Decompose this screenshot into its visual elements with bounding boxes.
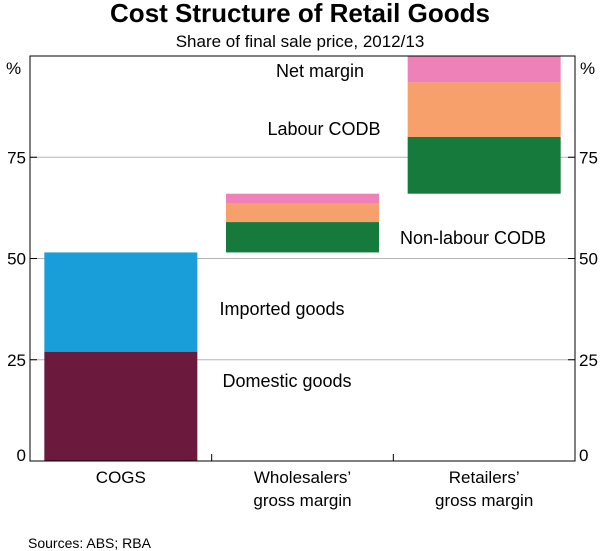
annotation-imported-goods: Imported goods	[219, 299, 344, 319]
bar-layer	[44, 56, 561, 461]
annotation-labour-codb: Labour CODB	[267, 119, 380, 139]
chart-title: Cost Structure of Retail Goods	[110, 0, 490, 28]
category-layer: COGS Wholesalers’ gross margin Retailers’ gr…	[96, 454, 533, 510]
category-label: gross margin	[253, 491, 351, 510]
y-unit-left: %	[6, 59, 21, 78]
ytick-right-25: 25	[579, 351, 598, 370]
bar-segment-domestic-goods	[44, 351, 198, 461]
bar-segment-non-labour-codb	[407, 137, 561, 194]
bar-segment-net-margin	[226, 193, 379, 204]
ytick-right-75: 75	[579, 148, 598, 167]
bar-segment-labour-codb	[226, 203, 379, 223]
tick-layer: 0 0 25 25 50 50 75 75	[7, 148, 598, 465]
ytick-left-75: 75	[7, 148, 26, 167]
category-label: Wholesalers’	[254, 468, 351, 487]
bar-segment-non-labour-codb	[226, 222, 379, 253]
chart-subtitle: Share of final sale price, 2012/13	[176, 32, 425, 51]
annotation-domestic-goods: Domestic goods	[222, 371, 351, 391]
y-unit-right: %	[580, 59, 595, 78]
ytick-left-25: 25	[7, 351, 26, 370]
annotation-net-margin: Net margin	[276, 61, 364, 81]
source-note: Sources: ABS; RBA	[28, 535, 152, 551]
bar-segment-net-margin	[407, 56, 561, 83]
bar-segment-labour-codb	[407, 82, 561, 137]
category-label: Retailers’	[449, 468, 520, 487]
category-label: COGS	[96, 468, 146, 487]
ytick-left-0: 0	[17, 446, 26, 465]
bar-segment-imported-goods	[44, 252, 198, 352]
ytick-left-50: 50	[7, 250, 26, 269]
category-label: gross margin	[435, 491, 533, 510]
ytick-right-50: 50	[579, 250, 598, 269]
annotation-non-labour-codb: Non-labour CODB	[400, 228, 546, 248]
ytick-right-0: 0	[579, 446, 588, 465]
